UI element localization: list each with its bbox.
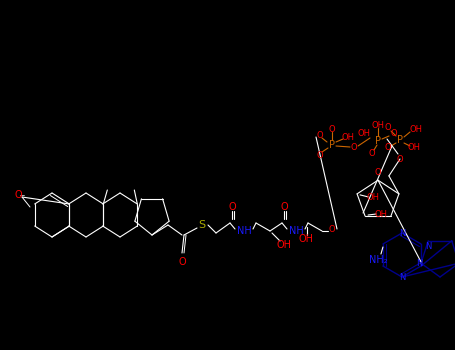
Text: O: O	[317, 131, 324, 140]
Text: OH: OH	[358, 128, 370, 138]
Text: OH: OH	[408, 144, 420, 153]
Text: O: O	[329, 224, 335, 233]
Text: NH: NH	[288, 226, 303, 236]
Text: OH: OH	[374, 210, 388, 218]
Text: P: P	[329, 140, 335, 150]
Text: N: N	[399, 273, 405, 281]
Text: N: N	[425, 242, 431, 251]
Text: O: O	[329, 125, 335, 133]
Text: OH: OH	[277, 240, 292, 250]
Text: NH₂: NH₂	[369, 255, 387, 265]
Text: O: O	[228, 202, 236, 212]
Text: N: N	[416, 259, 422, 268]
Text: OH: OH	[342, 133, 354, 141]
Text: OH: OH	[367, 194, 379, 202]
Text: S: S	[198, 220, 206, 230]
Text: O: O	[384, 124, 391, 133]
Text: O: O	[391, 128, 397, 138]
Text: O: O	[384, 144, 391, 153]
Text: O: O	[369, 148, 375, 158]
Text: P: P	[397, 135, 403, 145]
Text: OH: OH	[371, 120, 384, 130]
Text: O: O	[14, 190, 22, 200]
Text: O: O	[397, 154, 403, 163]
Text: N: N	[399, 229, 405, 238]
Text: O: O	[280, 202, 288, 212]
Text: O: O	[374, 168, 381, 177]
Text: P: P	[375, 136, 381, 146]
Text: NH: NH	[237, 226, 251, 236]
Text: OH: OH	[410, 126, 423, 134]
Text: O: O	[351, 142, 357, 152]
Text: O: O	[178, 257, 186, 267]
Text: O: O	[317, 150, 324, 160]
Text: OH: OH	[298, 234, 313, 244]
